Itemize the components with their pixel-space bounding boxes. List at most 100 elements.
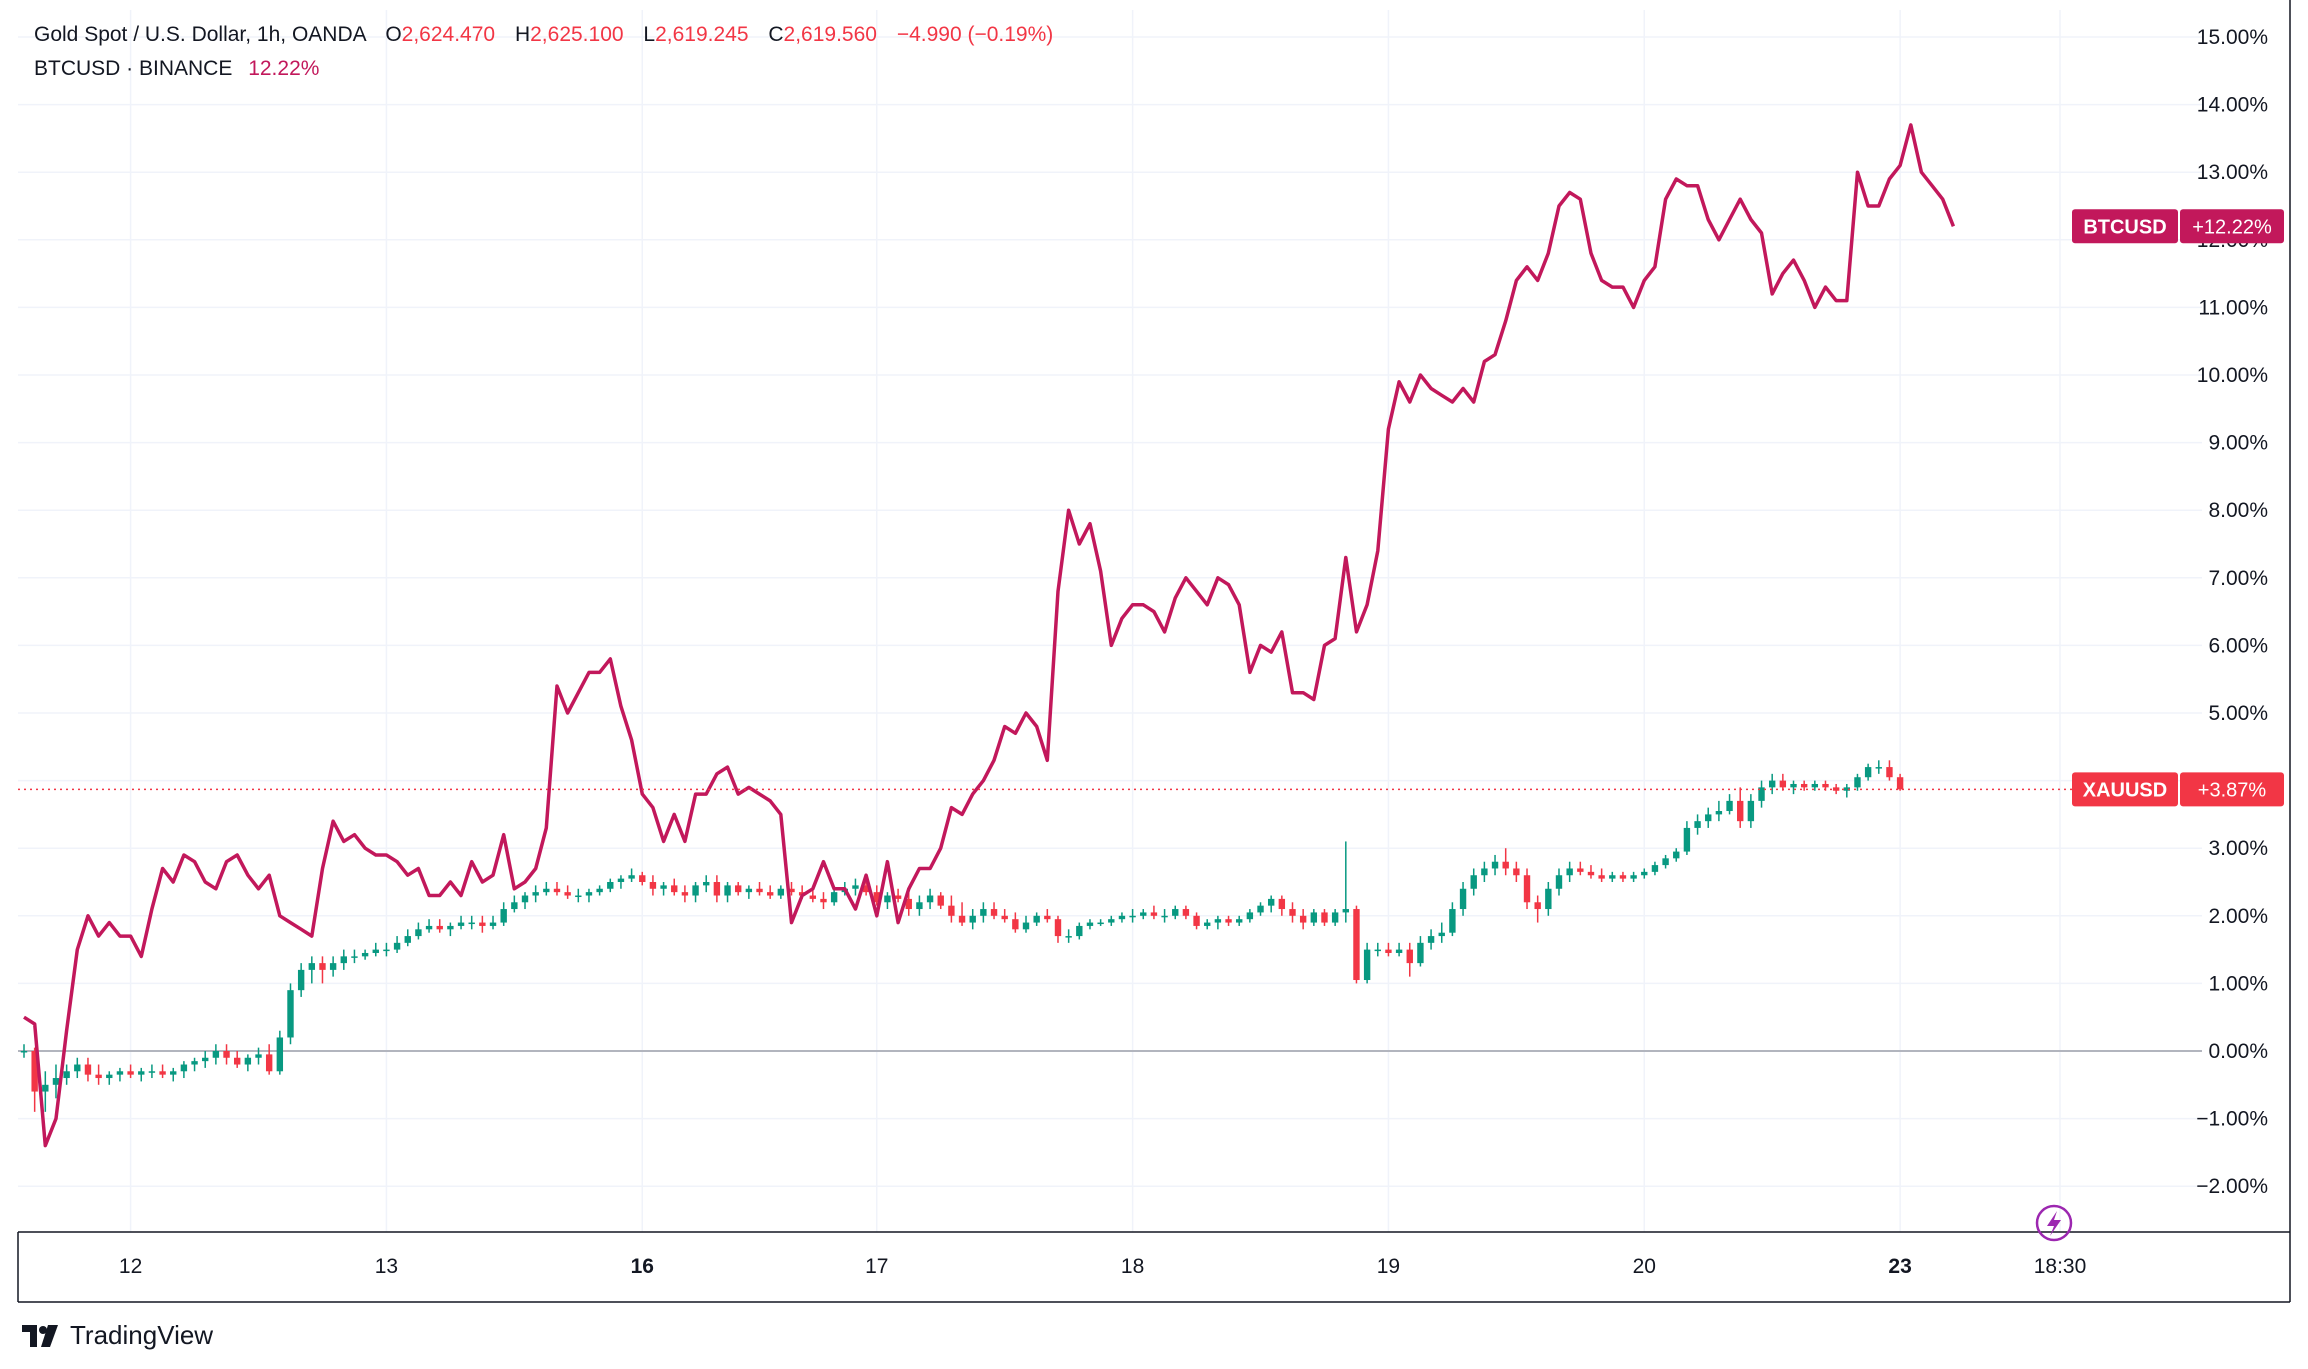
candle xyxy=(1875,760,1882,774)
candle xyxy=(1737,787,1744,828)
candle-body xyxy=(500,909,507,923)
candle xyxy=(1545,882,1552,916)
candle-body xyxy=(607,882,614,889)
candle xyxy=(500,902,507,926)
candle xyxy=(511,895,518,913)
candle-body xyxy=(1705,814,1712,822)
candle-body xyxy=(1246,912,1254,920)
candle xyxy=(777,885,785,899)
candle-body xyxy=(468,922,475,925)
candle-body xyxy=(1566,868,1573,876)
candle-body xyxy=(862,885,870,893)
candle xyxy=(52,1064,60,1099)
candle xyxy=(1385,942,1392,957)
candle xyxy=(1459,882,1467,916)
candle-body xyxy=(1747,800,1755,822)
candle xyxy=(1438,922,1445,943)
axes xyxy=(17,0,2291,1303)
candle-body xyxy=(766,892,774,896)
candle-body xyxy=(692,885,699,896)
y-tick-label: 9.00% xyxy=(2208,432,2268,455)
candle-body xyxy=(575,895,582,898)
candle-body xyxy=(671,885,678,893)
candle-body xyxy=(884,895,891,903)
candle-body xyxy=(415,929,422,937)
candle-body xyxy=(585,892,593,896)
candle-body xyxy=(1790,783,1797,788)
candle-body xyxy=(436,925,443,930)
candle-body xyxy=(1449,909,1456,933)
candle xyxy=(1406,942,1413,977)
candle xyxy=(319,956,326,984)
candle-body xyxy=(1214,919,1222,923)
candle-body xyxy=(894,895,902,899)
candle-body xyxy=(1427,936,1435,943)
candle-body xyxy=(265,1054,273,1072)
candle xyxy=(1662,854,1669,869)
candle-body xyxy=(990,909,998,916)
candle xyxy=(170,1067,177,1082)
candle-body xyxy=(628,875,635,879)
candle xyxy=(393,936,401,953)
candle-body xyxy=(1811,783,1819,788)
candle xyxy=(138,1067,145,1082)
candle-body xyxy=(1534,902,1541,910)
tradingview-brand[interactable]: TradingView xyxy=(22,1320,213,1351)
candle xyxy=(1257,902,1264,916)
candle xyxy=(1587,865,1595,879)
change-value: −4.990 (−0.19%) xyxy=(896,23,1054,46)
candle-body xyxy=(873,892,880,903)
candle xyxy=(489,915,497,930)
candle-body xyxy=(319,963,326,970)
candle-body xyxy=(191,1061,198,1065)
candle-body xyxy=(1385,949,1392,953)
candle xyxy=(1054,915,1062,943)
candle xyxy=(1523,868,1531,910)
candle xyxy=(1150,905,1158,920)
gold-legend-title: Gold Spot / U.S. Dollar, 1h, OANDA xyxy=(34,23,366,46)
btcusd-badge-symbol-box xyxy=(2072,209,2178,244)
candle-body xyxy=(308,963,316,970)
candle xyxy=(1683,821,1691,855)
btc-legend-value: 12.22% xyxy=(248,57,320,80)
candle xyxy=(532,885,539,903)
candle-body xyxy=(1204,922,1211,926)
candle-body xyxy=(1342,909,1349,913)
lightning-icon[interactable] xyxy=(2035,1204,2073,1242)
candle-body xyxy=(202,1057,209,1062)
candle xyxy=(1214,915,1222,930)
candle-body xyxy=(138,1071,145,1075)
candle xyxy=(1065,929,1072,943)
candle xyxy=(660,882,667,896)
candle xyxy=(1886,760,1893,781)
open-value: 2,624.470 xyxy=(401,23,496,46)
candle-body xyxy=(1651,865,1659,872)
candle-body xyxy=(1609,875,1616,879)
candle xyxy=(42,1071,49,1112)
candle-body xyxy=(724,885,731,896)
candle xyxy=(1395,942,1403,957)
candle xyxy=(1417,936,1424,967)
candle xyxy=(766,885,774,899)
candle xyxy=(1022,915,1030,933)
candle xyxy=(1204,919,1211,930)
btcusd-series-line xyxy=(23,123,1956,1148)
candle xyxy=(276,1030,284,1075)
candle xyxy=(223,1044,230,1065)
candle xyxy=(361,949,369,960)
candle-body xyxy=(1310,912,1318,923)
x-tick-label: 18:30 xyxy=(2034,1255,2087,1278)
candle xyxy=(180,1061,188,1079)
candle xyxy=(202,1051,209,1068)
y-tick-label: 0.00% xyxy=(2208,1040,2268,1063)
candle xyxy=(1811,780,1819,791)
candle-body xyxy=(1896,777,1904,790)
candle xyxy=(1331,909,1339,926)
candle xyxy=(905,892,912,916)
candle-body xyxy=(820,898,827,903)
candle-body xyxy=(287,990,294,1038)
candle-body xyxy=(703,882,710,886)
candle-body xyxy=(297,969,305,991)
candle-body xyxy=(1502,861,1509,869)
